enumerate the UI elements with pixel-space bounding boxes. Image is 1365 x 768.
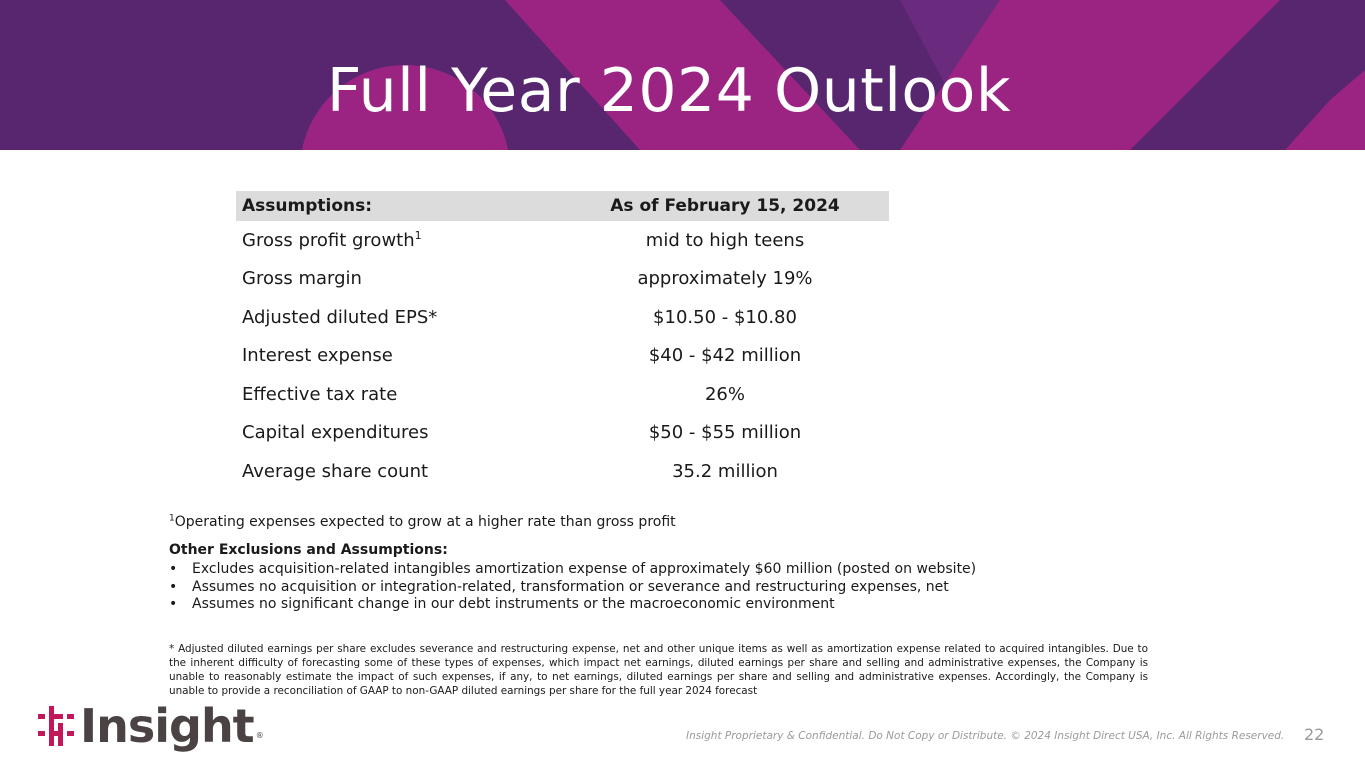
- header-assumptions: Assumptions:: [242, 196, 373, 216]
- insight-logo: Insight ®: [38, 700, 264, 752]
- row-label: Capital expenditures: [242, 422, 429, 444]
- table-row: Gross margin approximately 19%: [236, 260, 889, 299]
- row-label: Average share count: [242, 460, 429, 482]
- row-label: Interest expense: [242, 345, 393, 367]
- other-exclusions-list: • Excludes acquisition-related intangible…: [169, 561, 976, 614]
- list-item: • Excludes acquisition-related intangible…: [169, 561, 977, 577]
- table-row: Capital expenditures $50 - $55 million: [236, 414, 889, 453]
- header-date: As of February 15, 2024: [610, 196, 840, 216]
- assumptions-table: Assumptions: As of February 15, 2024 Gro…: [236, 191, 889, 491]
- row-label: Gross profit growth1: [242, 228, 422, 251]
- row-value: 26%: [704, 383, 745, 405]
- insight-mark-icon: [38, 706, 74, 746]
- list-item: • Assumes no acquisition or integration-r…: [169, 578, 949, 595]
- row-label: Gross margin: [242, 268, 362, 290]
- table-row: Average share count 35.2 million: [236, 452, 889, 491]
- header-banner: Full Year 2024 Outlook: [0, 0, 1365, 150]
- bullet-icon: •: [169, 578, 178, 595]
- table-header: Assumptions: As of February 15, 2024: [236, 191, 889, 221]
- row-value: 35.2 million: [672, 460, 778, 482]
- gross-profit-footnote: 1Operating expenses expected to grow at …: [169, 513, 676, 530]
- row-label: Effective tax rate: [242, 383, 398, 405]
- eps-disclaimer: * Adjusted diluted earnings per share ex…: [169, 643, 1148, 697]
- other-exclusions-heading: Other Exclusions and Assumptions:: [169, 542, 448, 558]
- page-number: 22: [1304, 725, 1325, 744]
- row-value: $10.50 - $10.80: [653, 306, 797, 328]
- bullet-icon: •: [169, 561, 178, 577]
- row-label: Adjusted diluted EPS*: [242, 306, 438, 328]
- table-row: Adjusted diluted EPS* $10.50 - $10.80: [236, 298, 889, 337]
- table-row: Interest expense $40 - $42 million: [236, 337, 889, 376]
- logo-wordmark: Insight: [80, 699, 255, 753]
- row-value: $40 - $42 million: [648, 345, 802, 367]
- banner-decoration: [301, 0, 1365, 150]
- table-row: Effective tax rate 26%: [236, 375, 889, 414]
- footnote-marker: 1: [414, 228, 422, 242]
- row-value: mid to high teens: [645, 229, 805, 251]
- footnote-marker: 1: [169, 513, 175, 524]
- bullet-icon: •: [169, 596, 178, 612]
- registered-mark: ®: [255, 731, 264, 740]
- page-title: Full Year 2024 Outlook: [326, 56, 1012, 126]
- row-value: approximately 19%: [637, 268, 813, 290]
- list-item: • Assumes no significant change in our de…: [169, 596, 835, 612]
- table-row: Gross profit growth1 mid to high teens: [236, 221, 889, 260]
- confidentiality-notice: Insight Proprietary & Confidential. Do N…: [686, 730, 1285, 742]
- row-value: $50 - $55 million: [648, 422, 802, 444]
